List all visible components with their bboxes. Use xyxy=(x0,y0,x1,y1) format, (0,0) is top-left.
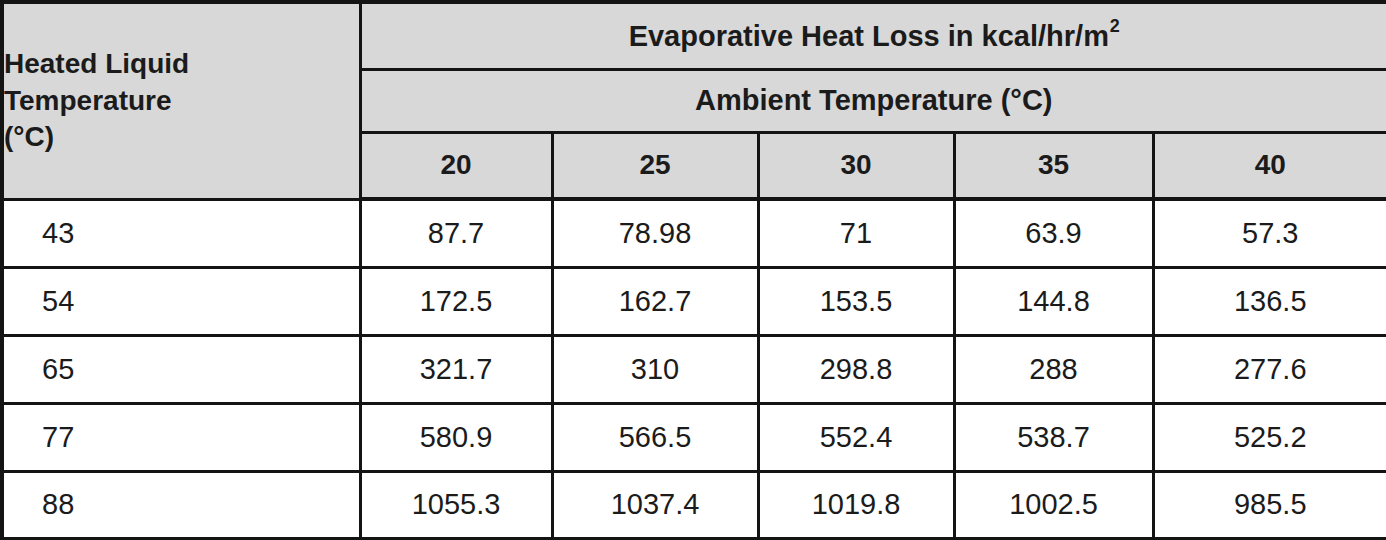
page: Heated Liquid Temperature (°C) Evaporati… xyxy=(0,0,1386,540)
cell: 144.8 xyxy=(954,267,1153,335)
cell: 525.2 xyxy=(1153,403,1386,471)
row-axis-header: Heated Liquid Temperature (°C) xyxy=(2,2,360,199)
cell: 288 xyxy=(954,335,1153,403)
table-row: 65 321.7 310 298.8 288 277.6 xyxy=(2,335,1386,403)
cell: 1002.5 xyxy=(954,471,1153,539)
table-row: 54 172.5 162.7 153.5 144.8 136.5 xyxy=(2,267,1386,335)
col-header-35: 35 xyxy=(954,132,1153,199)
cell: 172.5 xyxy=(360,267,552,335)
table-title: Evaporative Heat Loss in kcal/hr/m2 xyxy=(360,2,1386,69)
col-axis-header: Ambient Temperature (°C) xyxy=(360,69,1386,132)
cell: 277.6 xyxy=(1153,335,1386,403)
row-header: 43 xyxy=(2,199,360,267)
col-header-25: 25 xyxy=(552,132,758,199)
cell: 1055.3 xyxy=(360,471,552,539)
row-header: 88 xyxy=(2,471,360,539)
col-header-20: 20 xyxy=(360,132,552,199)
row-header: 77 xyxy=(2,403,360,471)
cell: 78.98 xyxy=(552,199,758,267)
cell: 298.8 xyxy=(758,335,954,403)
cell: 57.3 xyxy=(1153,199,1386,267)
table-title-text: Evaporative Heat Loss in kcal/hr/m xyxy=(629,20,1109,52)
cell: 1037.4 xyxy=(552,471,758,539)
table-row: 88 1055.3 1037.4 1019.8 1002.5 985.5 xyxy=(2,471,1386,539)
evaporative-heat-loss-table: Heated Liquid Temperature (°C) Evaporati… xyxy=(0,0,1386,540)
col-header-30: 30 xyxy=(758,132,954,199)
cell: 63.9 xyxy=(954,199,1153,267)
table-title-superscript: 2 xyxy=(1110,16,1120,36)
cell: 552.4 xyxy=(758,403,954,471)
cell: 580.9 xyxy=(360,403,552,471)
cell: 136.5 xyxy=(1153,267,1386,335)
cell: 1019.8 xyxy=(758,471,954,539)
cell: 321.7 xyxy=(360,335,552,403)
cell: 71 xyxy=(758,199,954,267)
cell: 310 xyxy=(552,335,758,403)
table-row: 77 580.9 566.5 552.4 538.7 525.2 xyxy=(2,403,1386,471)
table-row: 43 87.7 78.98 71 63.9 57.3 xyxy=(2,199,1386,267)
cell: 538.7 xyxy=(954,403,1153,471)
cell: 566.5 xyxy=(552,403,758,471)
row-header: 65 xyxy=(2,335,360,403)
col-header-40: 40 xyxy=(1153,132,1386,199)
cell: 87.7 xyxy=(360,199,552,267)
cell: 985.5 xyxy=(1153,471,1386,539)
cell: 153.5 xyxy=(758,267,954,335)
row-header: 54 xyxy=(2,267,360,335)
cell: 162.7 xyxy=(552,267,758,335)
